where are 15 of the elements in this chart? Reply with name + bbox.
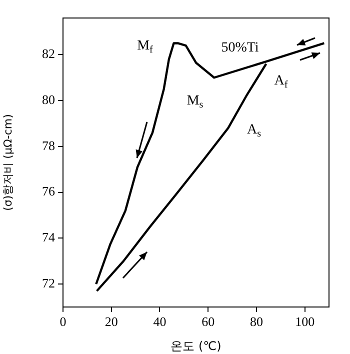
y-tick-label: 80 [42,92,55,107]
x-tick-label: 80 [250,314,263,330]
x-tick-label: 60 [202,314,215,330]
x-axis-title: 온도 (℃) [170,338,222,353]
y-axis-title: (σ)항저비 (μΩ-cm) [1,114,14,211]
y-tick-label: 82 [42,46,55,62]
annotation: 50%Ti [221,40,259,56]
y-tick-label: 78 [42,138,55,153]
x-tick-label: 20 [104,314,118,330]
y-tick-label: 76 [42,184,56,199]
y-tick-label: 72 [42,275,55,290]
x-tick-label: 40 [153,314,166,330]
x-tick-label: 0 [60,314,66,330]
x-tick-label: 100 [295,314,315,330]
y-tick-label: 74 [42,230,56,245]
